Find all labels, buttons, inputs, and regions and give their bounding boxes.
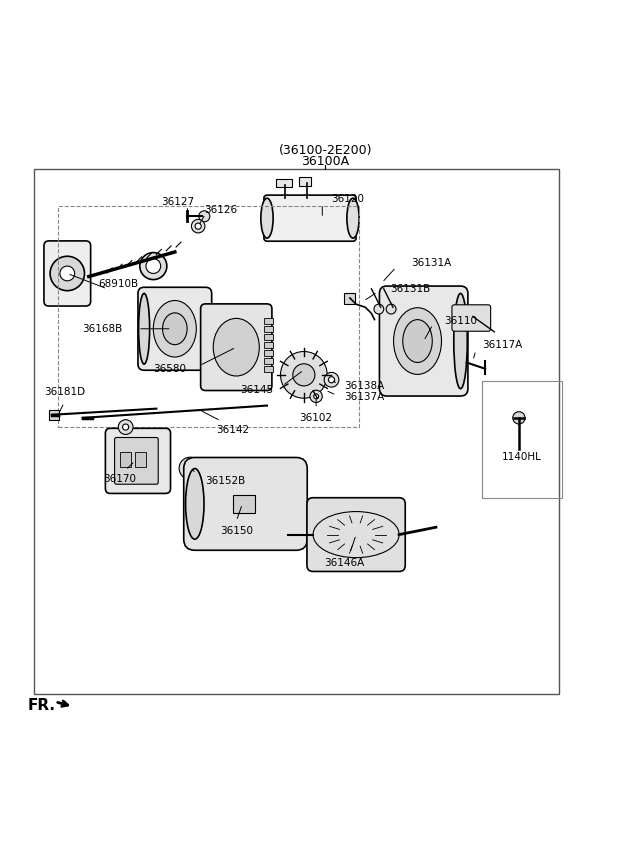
Text: 68910B: 68910B (98, 279, 138, 289)
Circle shape (146, 259, 161, 273)
Ellipse shape (162, 313, 187, 344)
Ellipse shape (139, 293, 149, 364)
Text: 36145: 36145 (240, 385, 273, 394)
Circle shape (179, 457, 202, 479)
Bar (135, 452, 146, 467)
Circle shape (199, 211, 210, 222)
Text: 36152B: 36152B (206, 477, 246, 486)
Text: 36120: 36120 (332, 194, 365, 204)
Text: (36100-2E200): (36100-2E200) (278, 144, 372, 157)
FancyBboxPatch shape (452, 304, 490, 332)
Circle shape (374, 304, 384, 314)
Bar (264, 358, 273, 364)
Bar (264, 366, 273, 371)
Text: 36580: 36580 (153, 364, 186, 374)
Circle shape (280, 351, 327, 399)
Circle shape (386, 304, 396, 314)
Text: 36131B: 36131B (390, 284, 430, 293)
Circle shape (186, 464, 195, 472)
Text: 1140HL: 1140HL (502, 452, 542, 461)
Bar (276, 179, 291, 187)
Bar (50, 410, 60, 420)
Ellipse shape (185, 469, 204, 539)
Text: 36137A: 36137A (344, 392, 384, 402)
Circle shape (329, 377, 335, 382)
Text: 36170: 36170 (103, 474, 136, 484)
Bar (120, 452, 131, 467)
FancyBboxPatch shape (379, 286, 468, 396)
Bar (264, 334, 273, 340)
Ellipse shape (261, 198, 273, 238)
Circle shape (293, 364, 315, 386)
Circle shape (50, 256, 84, 291)
Text: 36131A: 36131A (412, 258, 451, 268)
Circle shape (310, 390, 322, 403)
Text: 36126: 36126 (205, 205, 237, 215)
FancyBboxPatch shape (44, 241, 91, 306)
Text: 36150: 36150 (219, 526, 253, 536)
Bar (299, 177, 311, 186)
FancyBboxPatch shape (184, 457, 308, 550)
Ellipse shape (454, 293, 467, 388)
Circle shape (513, 412, 525, 424)
Text: 36142: 36142 (216, 425, 250, 435)
FancyBboxPatch shape (115, 438, 158, 484)
Ellipse shape (213, 318, 259, 376)
FancyBboxPatch shape (201, 304, 272, 391)
Circle shape (123, 424, 129, 430)
Bar (344, 293, 355, 304)
Text: 36138A: 36138A (344, 381, 384, 391)
Text: 36146A: 36146A (324, 558, 364, 568)
Text: 36110: 36110 (444, 315, 477, 326)
Bar (58, 206, 359, 427)
FancyBboxPatch shape (264, 195, 356, 241)
Text: 36127: 36127 (161, 197, 195, 207)
Ellipse shape (403, 320, 432, 362)
Bar (264, 350, 273, 356)
FancyBboxPatch shape (307, 498, 405, 572)
Bar (264, 343, 273, 348)
Text: 36117A: 36117A (482, 340, 522, 350)
Bar (264, 318, 273, 324)
Bar (233, 494, 255, 513)
Bar (482, 381, 562, 498)
FancyBboxPatch shape (138, 287, 211, 371)
Text: 36168B: 36168B (82, 324, 123, 334)
Circle shape (195, 223, 202, 229)
FancyBboxPatch shape (105, 428, 170, 494)
Text: 36181D: 36181D (43, 387, 85, 397)
Ellipse shape (394, 308, 441, 374)
Bar (264, 326, 273, 332)
Circle shape (314, 393, 319, 399)
Circle shape (140, 253, 167, 280)
Ellipse shape (153, 300, 197, 357)
Text: 36102: 36102 (299, 413, 333, 423)
Text: 36100A: 36100A (301, 154, 350, 168)
Circle shape (118, 420, 133, 434)
Bar (33, 169, 559, 695)
Text: FR.: FR. (27, 698, 55, 713)
Circle shape (324, 372, 339, 388)
Circle shape (192, 220, 205, 233)
Ellipse shape (347, 198, 359, 238)
Circle shape (60, 266, 74, 281)
